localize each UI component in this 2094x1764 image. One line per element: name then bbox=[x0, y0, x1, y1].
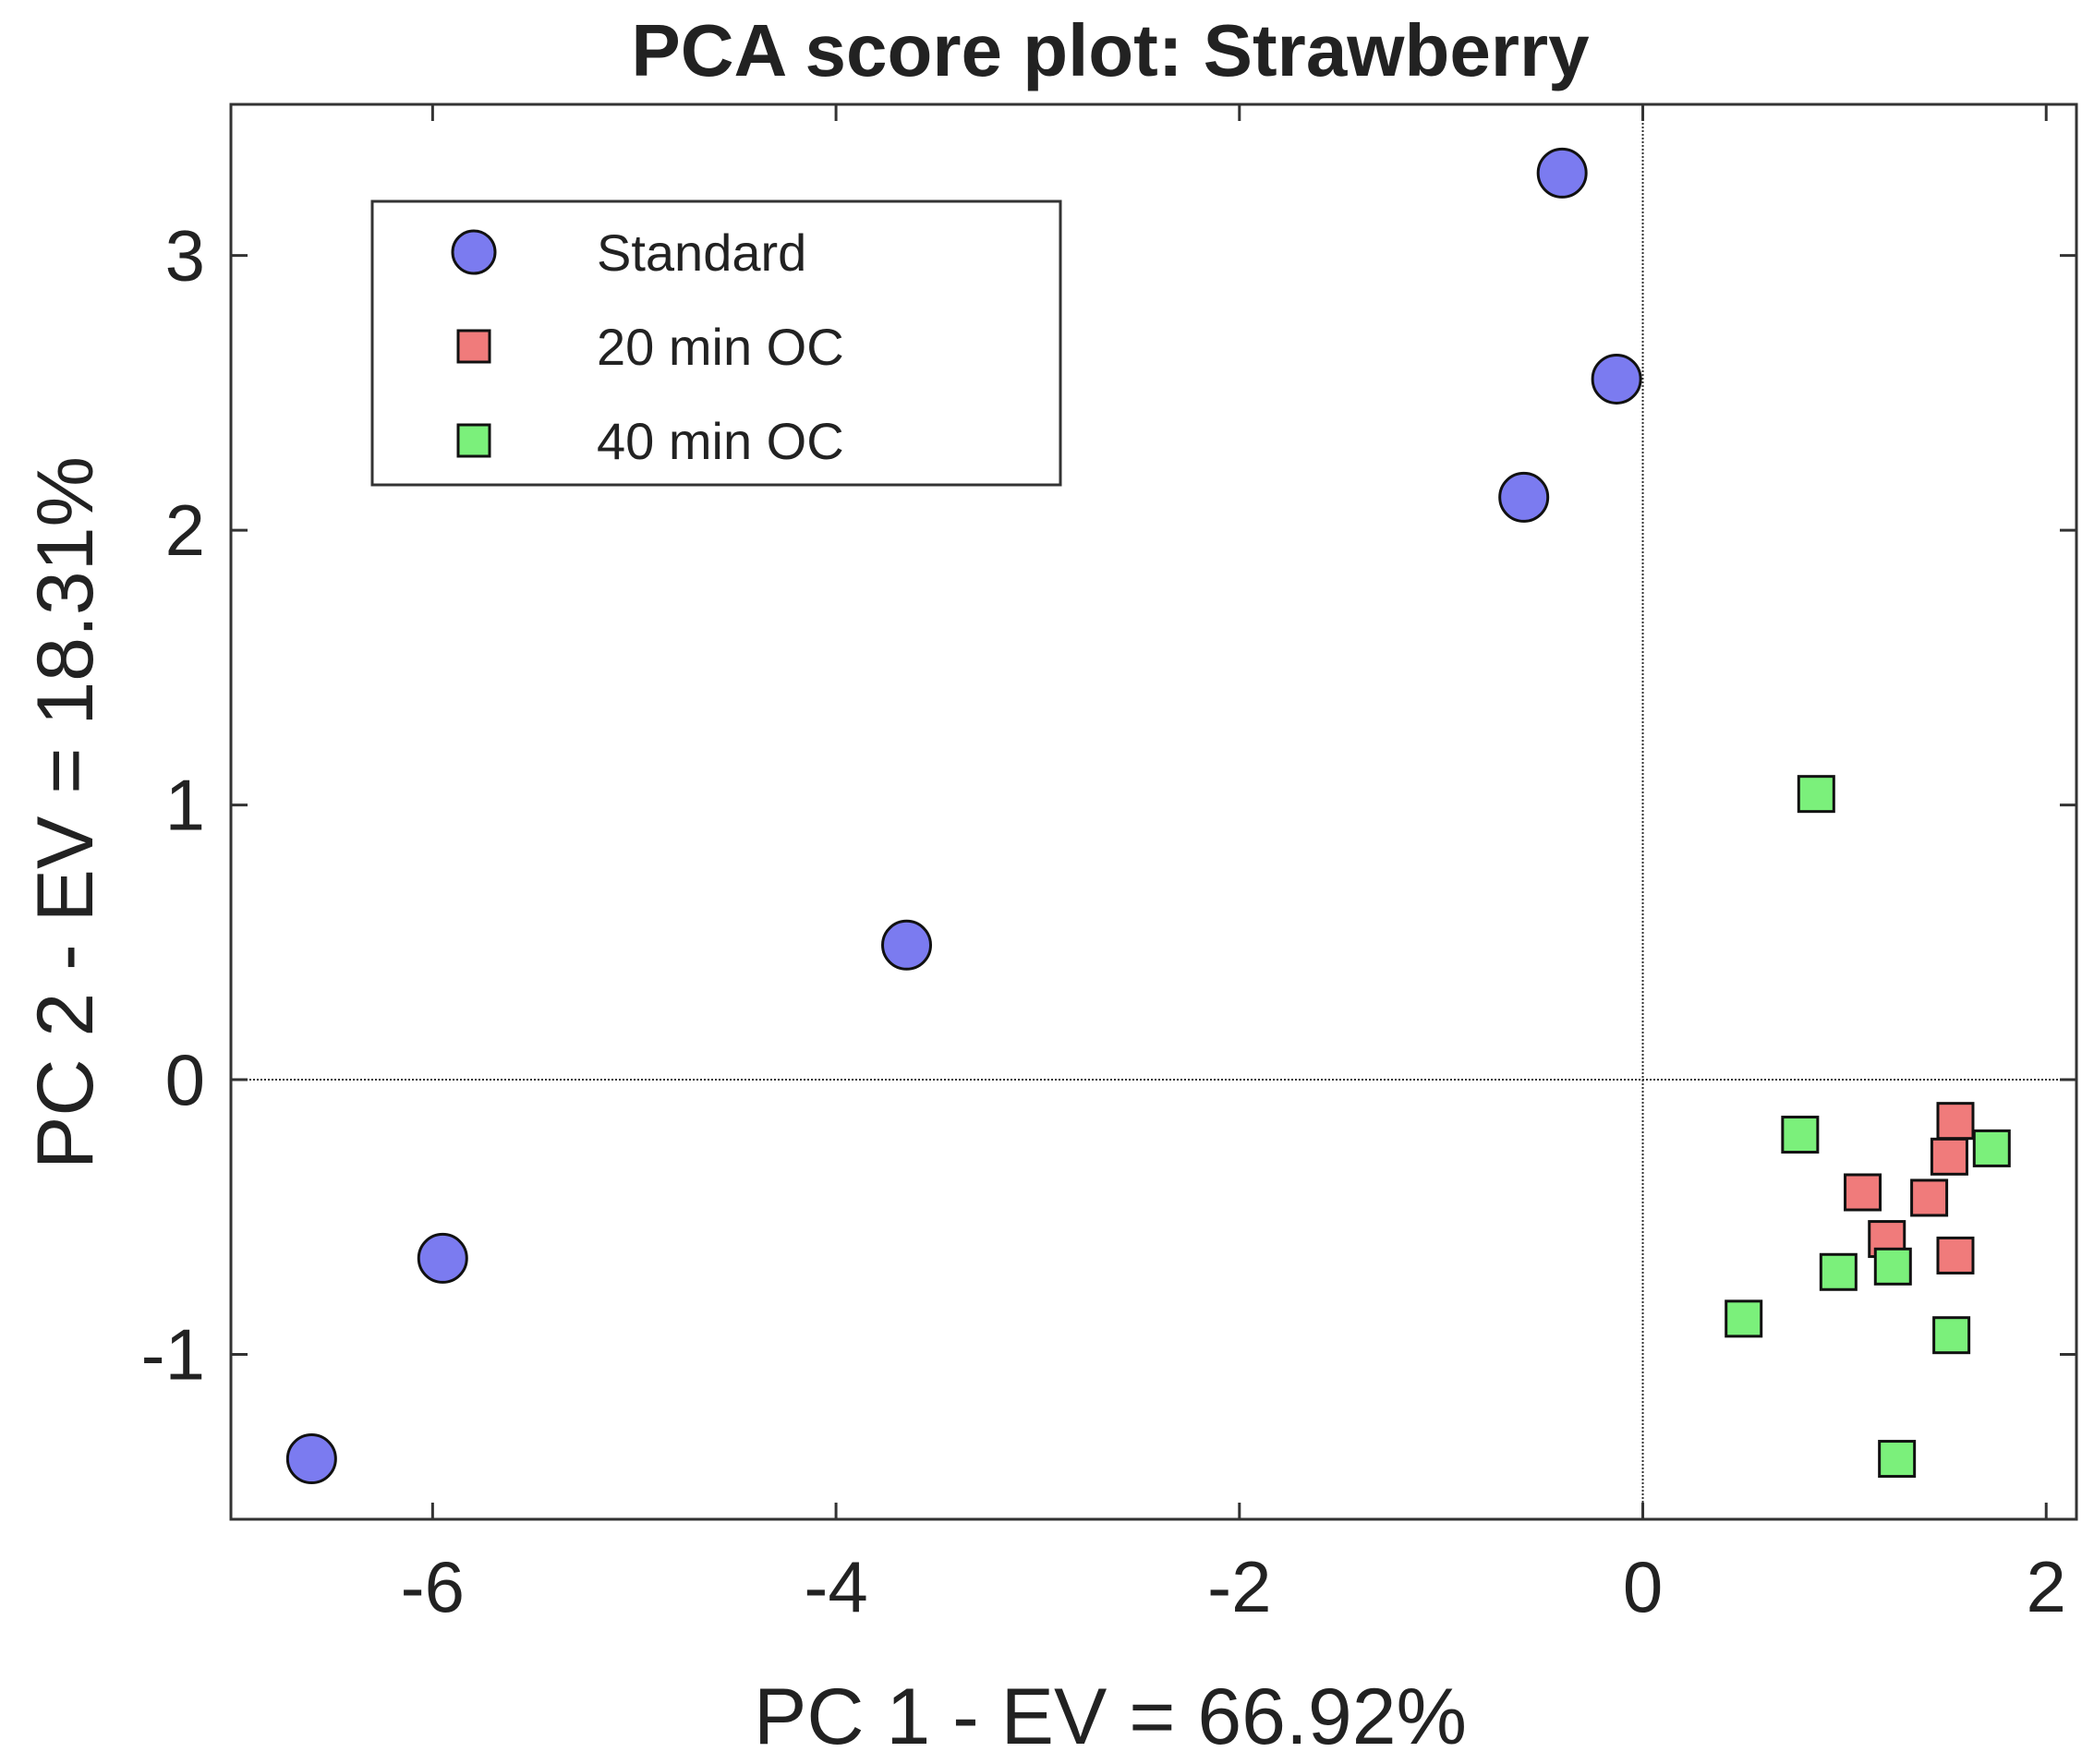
legend-label: 40 min OC bbox=[597, 412, 844, 470]
data-point-series-0 bbox=[1498, 471, 1550, 523]
data-point-series-0 bbox=[1536, 147, 1588, 199]
x-tick-label: -4 bbox=[804, 1546, 867, 1627]
data-point-series-2 bbox=[1873, 1247, 1912, 1286]
data-point-series-0 bbox=[285, 1433, 337, 1485]
data-point-series-1 bbox=[1930, 1137, 1968, 1176]
y-tick-label: 3 bbox=[165, 215, 205, 296]
legend-marker bbox=[456, 329, 491, 364]
data-point-series-2 bbox=[1932, 1316, 1971, 1355]
x-tick-label: -2 bbox=[1207, 1546, 1271, 1627]
chart-title: PCA score plot: Strawberry bbox=[631, 9, 1590, 91]
data-point-series-0 bbox=[417, 1232, 468, 1284]
data-point-series-2 bbox=[1819, 1252, 1858, 1291]
data-point-series-2 bbox=[1781, 1116, 1820, 1154]
x-tick-label: -6 bbox=[401, 1546, 465, 1627]
data-point-series-1 bbox=[1936, 1236, 1975, 1275]
data-marks bbox=[285, 147, 2011, 1485]
data-point-series-2 bbox=[1972, 1129, 2011, 1167]
y-tick-label: 0 bbox=[165, 1039, 205, 1120]
data-point-series-2 bbox=[1878, 1440, 1917, 1479]
x-axis-label: PC 1 - EV = 66.92% bbox=[754, 1673, 1467, 1759]
y-tick-label: 2 bbox=[165, 489, 205, 571]
data-point-series-0 bbox=[881, 919, 933, 971]
legend-label: 20 min OC bbox=[597, 318, 844, 376]
y-tick-label: 1 bbox=[165, 765, 205, 846]
plot-area: -6 -4 -2 0 2 -1 0 1 2 3 bbox=[141, 103, 2078, 1627]
data-point-series-1 bbox=[1910, 1178, 1949, 1217]
x-tick-label: 0 bbox=[1623, 1546, 1663, 1627]
legend: Standard 20 min OC 40 min OC bbox=[370, 199, 1062, 487]
legend-marker bbox=[456, 423, 491, 458]
plot-frame bbox=[229, 103, 2078, 1521]
data-point-series-1 bbox=[1936, 1102, 1975, 1141]
data-point-series-0 bbox=[1591, 353, 1642, 405]
legend-marker bbox=[451, 229, 497, 275]
legend-label: Standard bbox=[597, 224, 806, 282]
y-tick-label: -1 bbox=[141, 1314, 205, 1395]
data-point-series-2 bbox=[1797, 775, 1835, 814]
data-point-series-1 bbox=[1844, 1173, 1882, 1212]
data-point-series-2 bbox=[1725, 1299, 1763, 1338]
y-axis-label: PC 2 - EV = 18.31% bbox=[21, 456, 110, 1169]
x-tick-label: 2 bbox=[2027, 1546, 2066, 1627]
